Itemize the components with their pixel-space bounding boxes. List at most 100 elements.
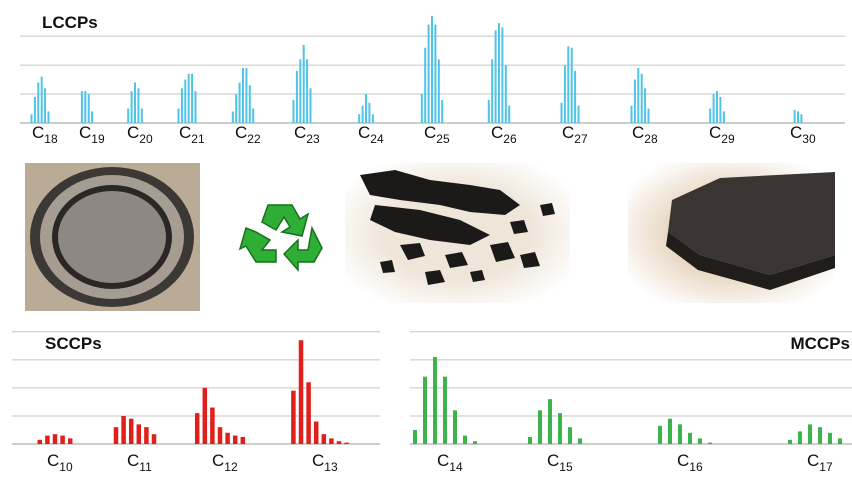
recycle-icon (240, 205, 322, 270)
category-label: C17 (807, 451, 833, 474)
bar (528, 437, 532, 444)
bar (567, 46, 569, 123)
bar (241, 437, 246, 444)
bar (644, 88, 646, 123)
bar (648, 109, 650, 123)
bar (838, 438, 842, 444)
bar (571, 48, 573, 123)
bar (372, 114, 374, 123)
bar (299, 340, 304, 444)
bar (239, 82, 241, 123)
bar (81, 91, 83, 123)
category-label: C13 (312, 451, 338, 474)
bar (233, 436, 238, 444)
bar (314, 422, 319, 444)
bar (488, 100, 490, 123)
category-label: C29 (709, 123, 735, 146)
bar (798, 431, 802, 444)
bar (548, 399, 552, 444)
bar (296, 71, 298, 123)
rubber-mat-photo (628, 163, 835, 303)
bar (218, 427, 223, 444)
bar (41, 77, 43, 123)
bar (232, 111, 234, 123)
bar (498, 23, 500, 123)
category-label: C15 (547, 451, 573, 474)
bar (634, 80, 636, 123)
bar (818, 427, 822, 444)
bar (443, 377, 447, 444)
bar (433, 357, 437, 444)
bar (794, 110, 796, 123)
bar (574, 71, 576, 123)
chart-title: SCCPs (45, 334, 102, 353)
bar (293, 100, 295, 123)
bar (141, 109, 143, 123)
bar (34, 97, 36, 123)
bar (225, 433, 230, 444)
bar (322, 434, 327, 444)
bar (365, 94, 367, 123)
bar (508, 106, 510, 123)
bar (561, 103, 563, 123)
bar (631, 106, 633, 123)
bar (698, 438, 702, 444)
bar (191, 74, 193, 123)
bar (578, 106, 580, 123)
category-label: C20 (127, 123, 153, 146)
bar (245, 68, 247, 123)
category-label: C18 (32, 123, 58, 146)
category-label: C25 (424, 123, 450, 146)
bar (423, 377, 427, 444)
bar (413, 430, 417, 444)
bar (291, 391, 296, 444)
bar (84, 91, 86, 123)
bar (252, 109, 254, 123)
bar (424, 48, 426, 123)
bar (658, 426, 662, 444)
bar (121, 416, 126, 444)
bar (114, 427, 119, 444)
tire-photo (25, 163, 200, 311)
category-label: C23 (294, 123, 320, 146)
bar (564, 65, 566, 123)
bar (178, 109, 180, 123)
bar (44, 88, 46, 123)
bar (88, 94, 90, 123)
category-label: C27 (562, 123, 588, 146)
bar (131, 91, 133, 123)
category-label: C26 (491, 123, 517, 146)
bar (127, 109, 129, 123)
bar (800, 114, 802, 123)
bar (31, 114, 33, 123)
category-label: C30 (790, 123, 816, 146)
chart-title: LCCPs (42, 13, 98, 32)
bar (129, 419, 134, 444)
category-label: C16 (677, 451, 703, 474)
bar (53, 434, 58, 444)
bar (719, 97, 721, 123)
category-label: C22 (235, 123, 261, 146)
category-label: C14 (437, 451, 463, 474)
bar (181, 88, 183, 123)
bar (463, 436, 467, 444)
bar (797, 111, 799, 123)
bar (368, 103, 370, 123)
bar (453, 410, 457, 444)
bar (505, 65, 507, 123)
bar (678, 424, 682, 444)
bar (362, 106, 364, 123)
bar (195, 413, 200, 444)
category-label: C21 (179, 123, 205, 146)
bar (578, 438, 582, 444)
category-label: C28 (632, 123, 658, 146)
bar (37, 82, 39, 123)
bar (473, 441, 477, 444)
bar (337, 441, 342, 444)
bar (558, 413, 562, 444)
bar (184, 80, 186, 123)
bar (188, 74, 190, 123)
bar (788, 440, 792, 444)
bar (828, 433, 832, 444)
bar (144, 427, 149, 444)
